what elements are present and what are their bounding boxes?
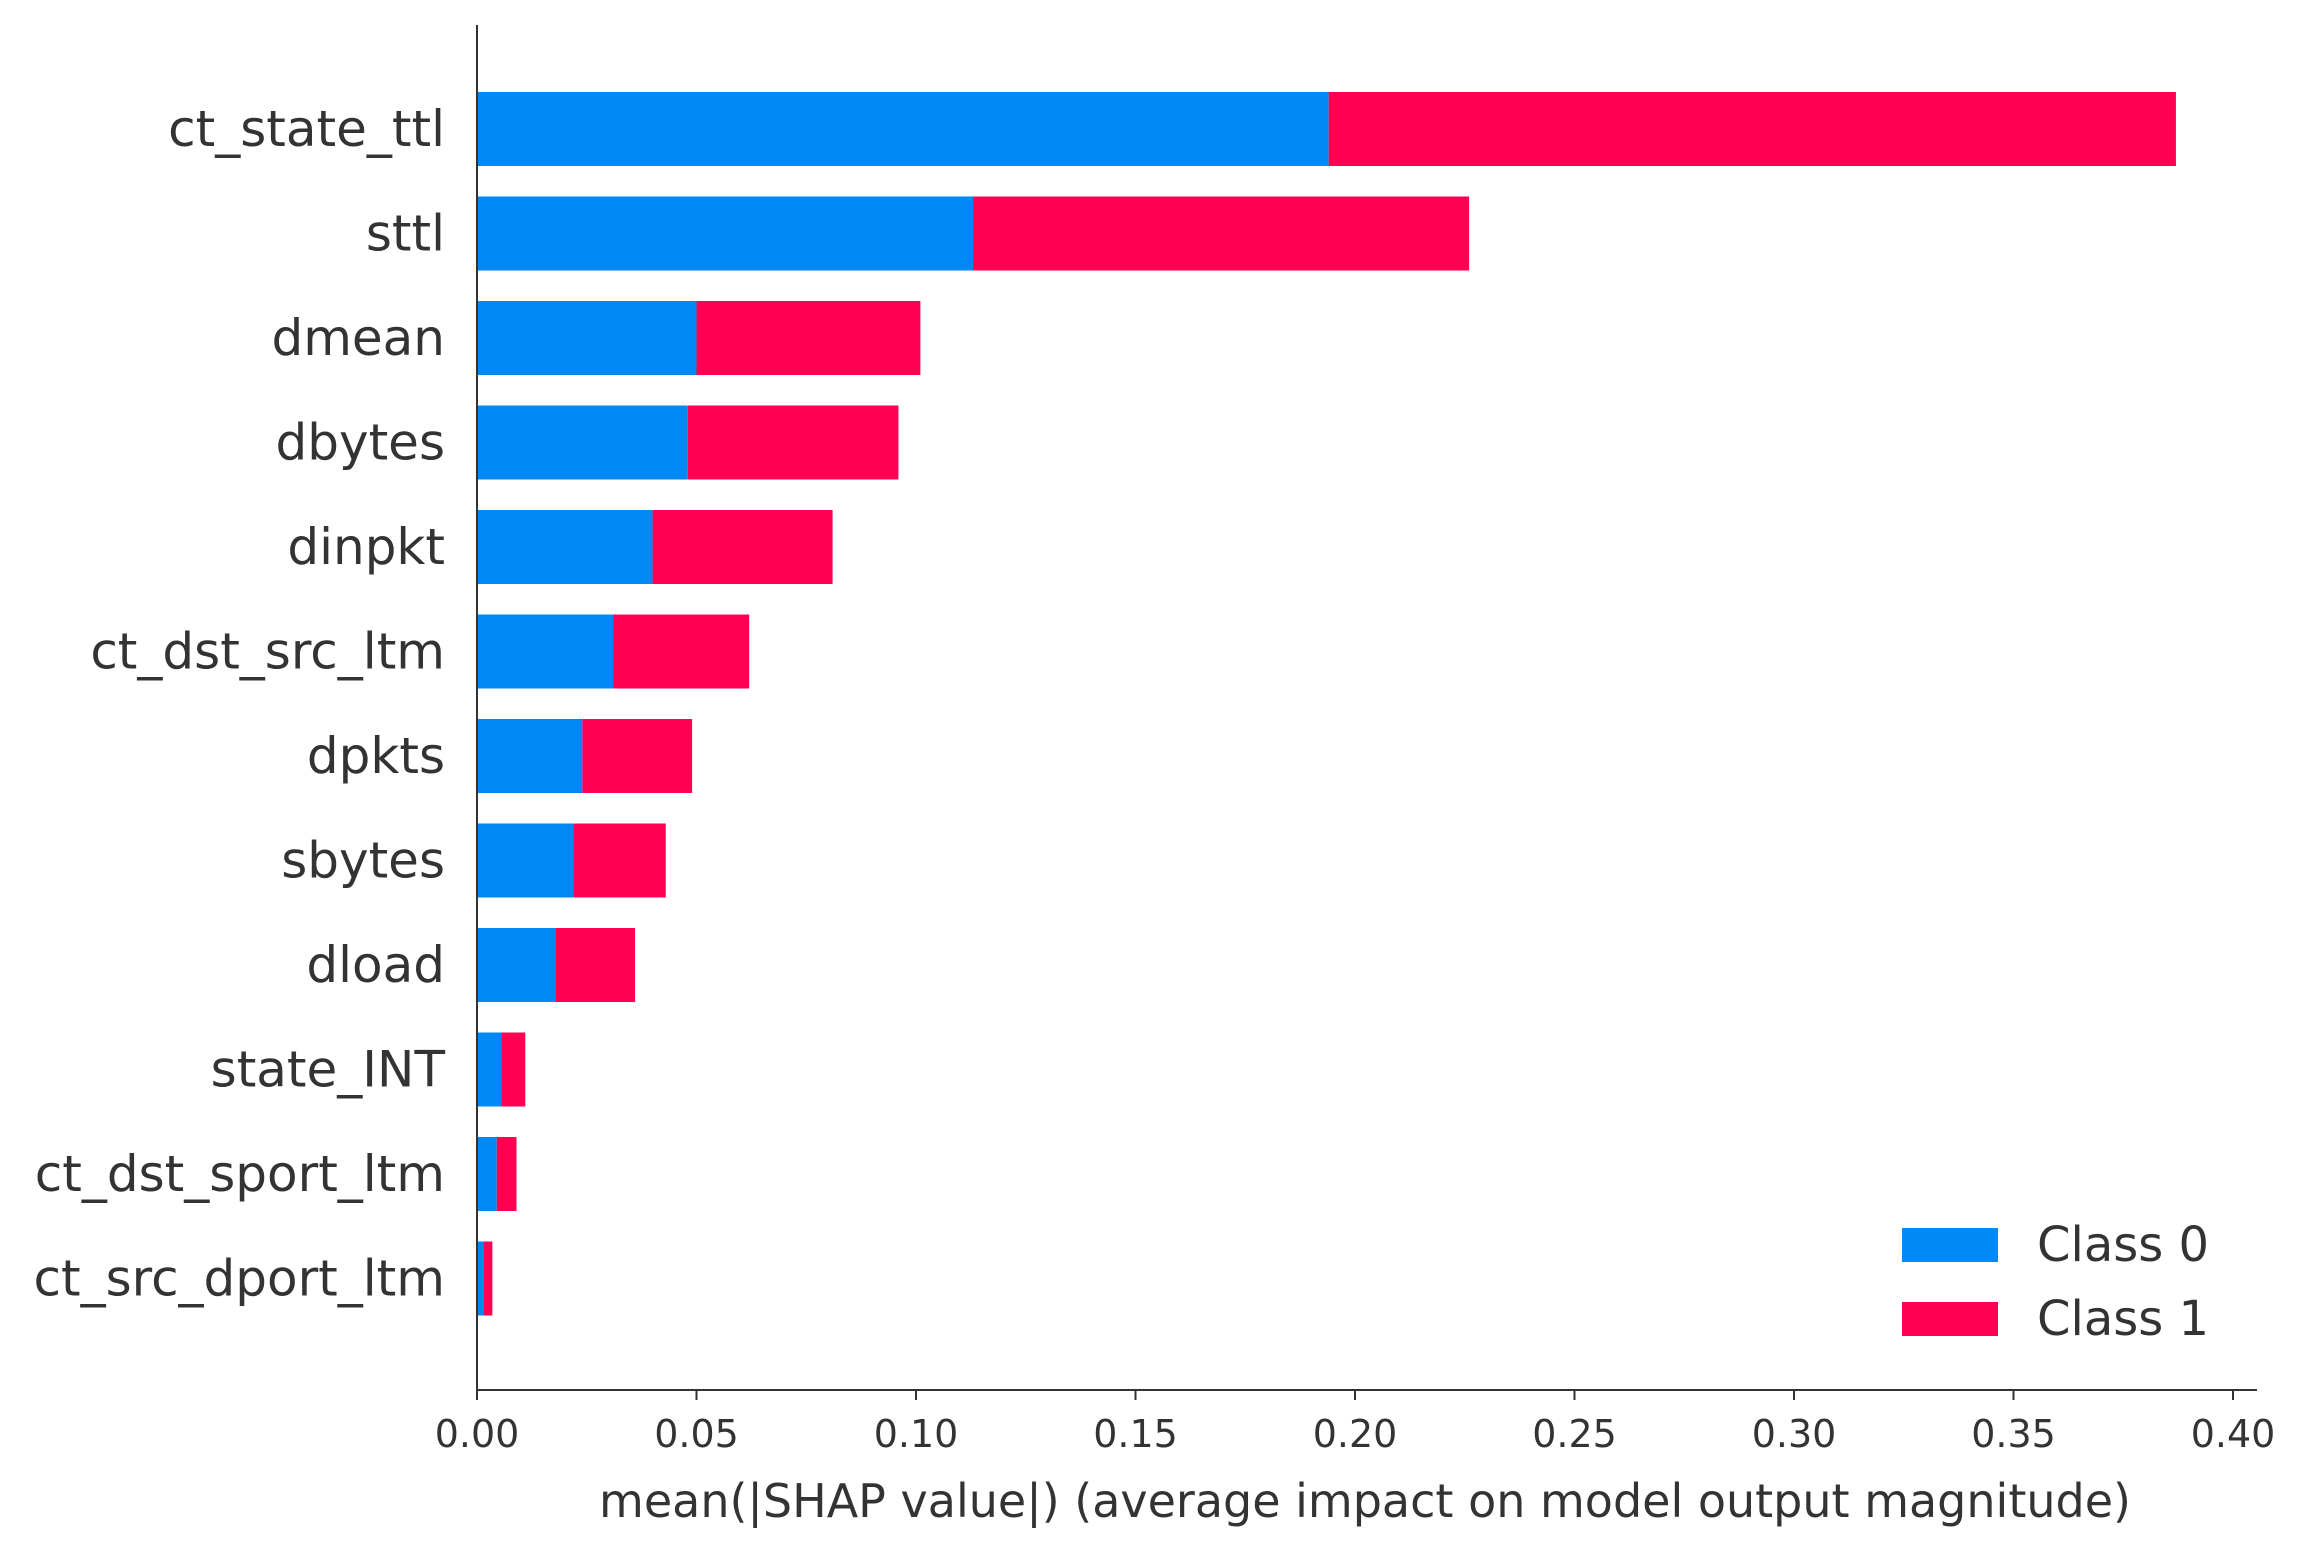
x-tick-label-0.25: 0.25 [1532,1412,1617,1456]
x-ticks: 0.00 0.05 0.10 0.15 0.20 0.25 0.30 0.35 0.40 [435,1390,2276,1456]
bar-ct_src_dport_ltm-class-1 [483,1241,493,1316]
bar-dinpkt-class-1 [652,510,833,584]
x-tick-label-0.15: 0.15 [1093,1412,1178,1456]
feature-label-dmean: dmean [271,309,445,367]
bar-ct_src_dport_ltm-class-0 [477,1241,484,1316]
feature-label-sbytes: sbytes [281,832,445,890]
x-tick-label-0.30: 0.30 [1752,1412,1837,1456]
legend-label-class-1: Class 1 [2037,1291,2209,1347]
feature-label-ct_dst_sport_ltm: ct_dst_sport_ltm [35,1145,445,1203]
bar-ct_dst_sport_ltm-class-0 [477,1137,497,1211]
bar-ct_state_ttl-class-1 [1328,92,2176,166]
feature-label-ct_state_ttl: ct_state_ttl [168,100,445,158]
axes [476,25,2257,1391]
feature-label-dload: dload [306,936,445,994]
x-tick-label-0.00: 0.00 [435,1412,520,1456]
legend-swatch-class-0 [1902,1228,1998,1262]
feature-label-dinpkt: dinpkt [287,518,445,576]
feature-label-ct_dst_src_ltm: ct_dst_src_ltm [90,623,445,681]
bar-dinpkt-class-0 [477,510,653,584]
legend-swatch-class-1 [1902,1302,1998,1336]
feature-label-dpkts: dpkts [307,727,445,785]
feature-label-ct_src_dport_ltm: ct_src_dport_ltm [33,1250,445,1308]
bar-sttl-class-1 [973,196,1470,271]
feature-label-dbytes: dbytes [276,414,445,472]
bar-sbytes-class-1 [573,823,666,898]
bar-ct_dst_src_ltm-class-1 [613,614,750,689]
feature-label-state_INT: state_INT [211,1041,446,1099]
bar-sbytes-class-0 [477,823,574,898]
x-tick-label-0.20: 0.20 [1313,1412,1398,1456]
bar-dmean-class-1 [696,301,921,375]
bar-dpkts-class-1 [582,719,693,793]
x-tick-label-0.40: 0.40 [2191,1412,2276,1456]
feature-label-sttl: sttl [366,205,445,263]
bar-ct_dst_src_ltm-class-0 [477,614,614,689]
bar-dbytes-class-1 [687,405,899,480]
bar-state_INT-class-1 [501,1032,526,1107]
x-axis-title: mean(|SHAP value|) (average impact on mo… [599,1474,2131,1529]
bar-ct_dst_sport_ltm-class-1 [496,1137,517,1211]
bar-dpkts-class-0 [477,719,583,793]
bar-dbytes-class-0 [477,405,688,480]
bar-ct_state_ttl-class-0 [477,92,1329,166]
bar-sttl-class-0 [477,196,974,271]
bar-dload-class-0 [477,928,557,1002]
x-tick-label-0.05: 0.05 [654,1412,739,1456]
legend: Class 0 Class 1 [1902,1217,2209,1347]
bar-dmean-class-0 [477,301,697,375]
x-tick-label-0.35: 0.35 [1971,1412,2056,1456]
bar-dload-class-1 [556,928,636,1002]
legend-label-class-0: Class 0 [2037,1217,2209,1273]
x-tick-label-0.10: 0.10 [874,1412,959,1456]
bar-state_INT-class-0 [477,1032,502,1107]
bars-layer [477,92,2176,1316]
